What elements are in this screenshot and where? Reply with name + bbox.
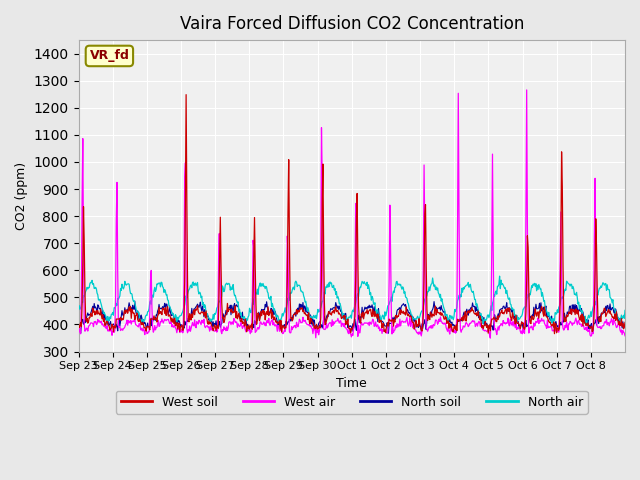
- Text: VR_fd: VR_fd: [90, 49, 129, 62]
- Y-axis label: CO2 (ppm): CO2 (ppm): [15, 162, 28, 230]
- X-axis label: Time: Time: [337, 377, 367, 390]
- Title: Vaira Forced Diffusion CO2 Concentration: Vaira Forced Diffusion CO2 Concentration: [180, 15, 524, 33]
- Legend: West soil, West air, North soil, North air: West soil, West air, North soil, North a…: [116, 391, 588, 414]
